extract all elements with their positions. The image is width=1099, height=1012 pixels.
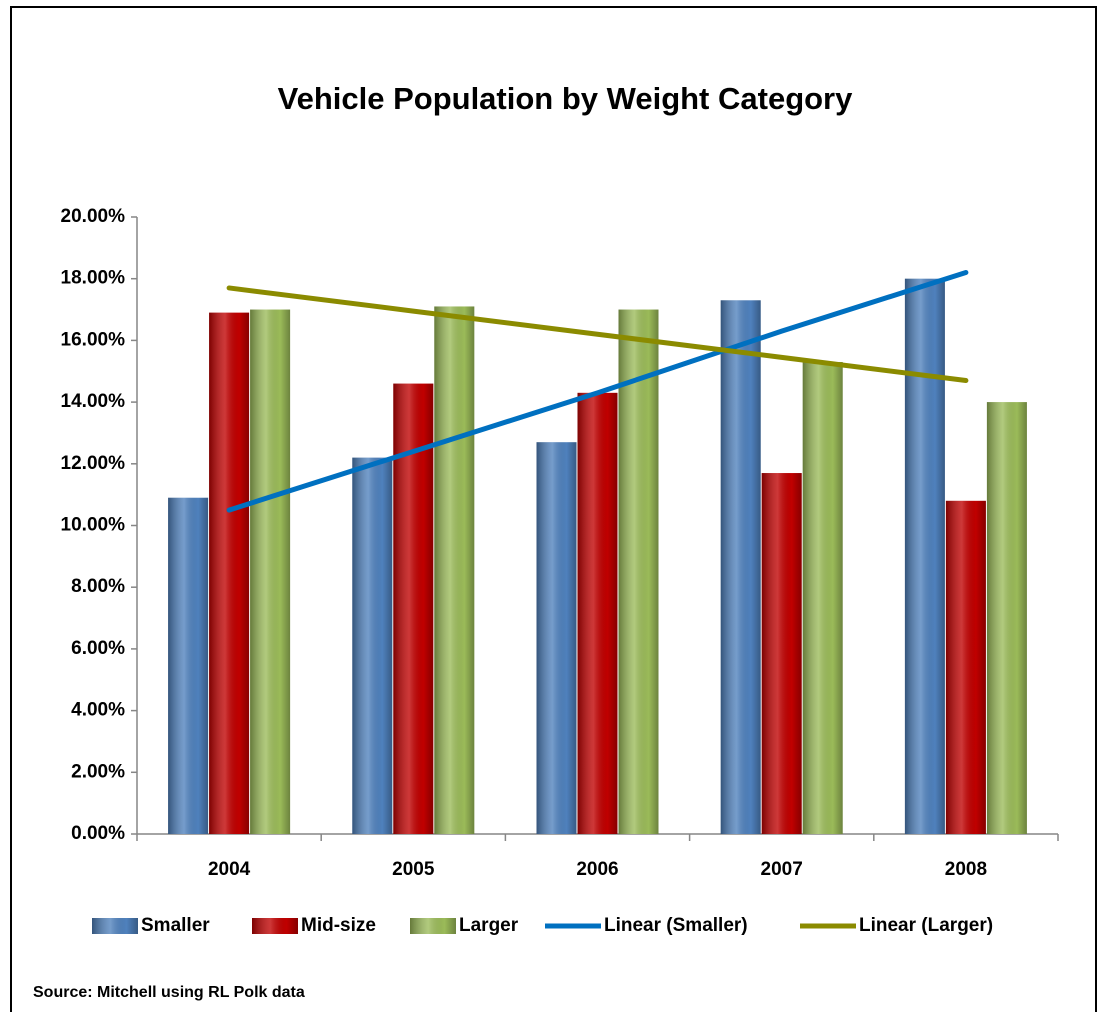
bar	[945, 500, 986, 834]
legend-label: Linear (Larger)	[859, 915, 993, 936]
legend-swatch-shading	[410, 918, 456, 934]
x-tick-label: 2006	[576, 859, 618, 880]
bar	[250, 309, 291, 834]
trend-line	[226, 270, 969, 513]
x-tick-label: 2004	[208, 859, 251, 880]
bar	[168, 497, 209, 834]
bar	[720, 300, 761, 834]
bar	[904, 278, 945, 834]
chart-title: Vehicle Population by Weight Category	[278, 81, 854, 116]
bar	[761, 473, 802, 834]
bar	[986, 402, 1027, 834]
legend-swatch-shading	[92, 918, 138, 934]
y-tick-label: 20.00%	[61, 206, 126, 227]
x-tick-label: 2007	[761, 859, 803, 880]
bar	[618, 309, 659, 834]
x-tick-label: 2005	[392, 859, 435, 880]
bar	[209, 312, 250, 834]
bar	[434, 306, 475, 835]
legend-label: Mid-size	[301, 915, 376, 936]
bar	[802, 361, 843, 834]
y-tick-label: 0.00%	[71, 823, 125, 844]
x-tick-label: 2008	[945, 859, 987, 880]
y-tick-label: 8.00%	[71, 576, 125, 597]
bar	[577, 392, 618, 834]
source-note: Source: Mitchell using RL Polk data	[33, 984, 305, 1001]
y-tick-label: 18.00%	[61, 268, 126, 289]
legend-label: Linear (Smaller)	[604, 915, 748, 936]
y-tick-label: 2.00%	[71, 761, 125, 782]
bar	[536, 442, 577, 834]
y-tick-label: 10.00%	[61, 515, 126, 536]
trend-line	[226, 285, 969, 384]
legend-label: Larger	[459, 915, 519, 936]
y-tick-label: 16.00%	[61, 329, 126, 350]
legend-label: Smaller	[141, 915, 210, 936]
y-tick-label: 4.00%	[71, 700, 125, 721]
y-tick-label: 12.00%	[61, 453, 126, 474]
legend-swatch-shading	[252, 918, 298, 934]
y-tick-label: 14.00%	[61, 391, 126, 412]
bar	[352, 457, 393, 834]
y-tick-label: 6.00%	[71, 638, 125, 659]
